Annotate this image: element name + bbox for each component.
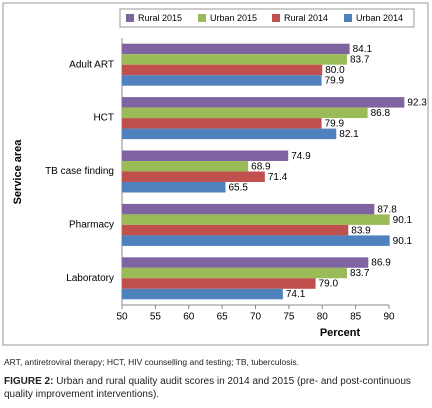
y-tick-label: Adult ART [69, 59, 114, 70]
bar [122, 128, 337, 140]
bar [122, 75, 322, 86]
value-label: 86.9 [371, 258, 391, 269]
x-tick-label: 85 [350, 312, 362, 323]
legend-swatch [126, 14, 134, 22]
value-label: 79.0 [319, 279, 339, 290]
bar [122, 235, 390, 246]
x-tick-label: 55 [150, 312, 162, 323]
figure-label: FIGURE 2: [4, 376, 54, 387]
value-label: 65.5 [228, 182, 248, 193]
figure-text: Urban and rural quality audit scores in … [4, 376, 411, 400]
legend-label: Urban 2015 [210, 13, 257, 23]
legend-swatch [272, 14, 280, 22]
bar [122, 43, 350, 55]
bar [122, 203, 375, 215]
legend-swatch [198, 14, 206, 22]
x-tick-label: 70 [250, 312, 262, 323]
bar [122, 97, 405, 108]
bar [122, 224, 349, 236]
legend-frame [119, 8, 415, 28]
figure-caption: FIGURE 2: Urban and rural quality audit … [4, 375, 428, 401]
value-label: 86.8 [371, 108, 391, 119]
value-label: 80.0 [325, 65, 345, 76]
value-label: 92.3 [407, 97, 427, 108]
bar [122, 64, 323, 76]
y-tick-label: Laboratory [66, 273, 114, 284]
value-label: 87.8 [377, 204, 397, 215]
y-tick-label: Pharmacy [69, 220, 114, 231]
value-label: 83.7 [350, 55, 370, 66]
x-tick-label: 60 [183, 312, 195, 323]
bar [122, 267, 347, 279]
bar [122, 54, 347, 65]
value-label: 90.1 [393, 236, 413, 247]
x-tick-label: 75 [283, 312, 295, 323]
y-axis-title: Service area [12, 139, 24, 205]
bar [122, 182, 226, 193]
value-label: 79.9 [325, 118, 345, 129]
bar [122, 257, 369, 268]
legend-label: Urban 2014 [356, 13, 403, 23]
value-label: 82.1 [339, 129, 359, 140]
bar [122, 150, 289, 161]
x-axis-title: Percent [320, 327, 361, 339]
chart: Percent Service area 50 55 60 65 70 75 80 85 90 R… [2, 2, 429, 346]
bar [122, 214, 390, 225]
value-label: 74.9 [291, 151, 311, 162]
bar [122, 118, 322, 129]
legend-swatch [344, 14, 352, 22]
y-tick-label: HCT [93, 113, 114, 124]
bar [122, 288, 283, 300]
chart-frame [2, 2, 429, 346]
value-label: 74.1 [286, 289, 306, 300]
x-tick-label: 80 [317, 312, 329, 323]
abbreviations: ART, antiretroviral therapy; HCT, HIV co… [4, 357, 299, 367]
x-tick-label: 90 [383, 312, 395, 323]
x-tick-label: 65 [217, 312, 229, 323]
value-label: 84.1 [353, 44, 373, 55]
bar [122, 171, 265, 182]
y-tick-label: TB case finding [45, 166, 114, 177]
value-label: 71.4 [268, 172, 288, 183]
value-label: 83.9 [351, 225, 371, 236]
value-label: 68.9 [251, 161, 271, 172]
legend-label: Rural 2014 [284, 13, 328, 23]
value-label: 83.7 [350, 268, 370, 279]
x-tick-label: 50 [116, 312, 128, 323]
value-label: 79.9 [325, 76, 345, 87]
bar [122, 278, 316, 289]
bar [122, 107, 368, 119]
bar [122, 161, 249, 172]
value-label: 90.1 [393, 215, 413, 226]
legend-label: Rural 2015 [138, 13, 182, 23]
